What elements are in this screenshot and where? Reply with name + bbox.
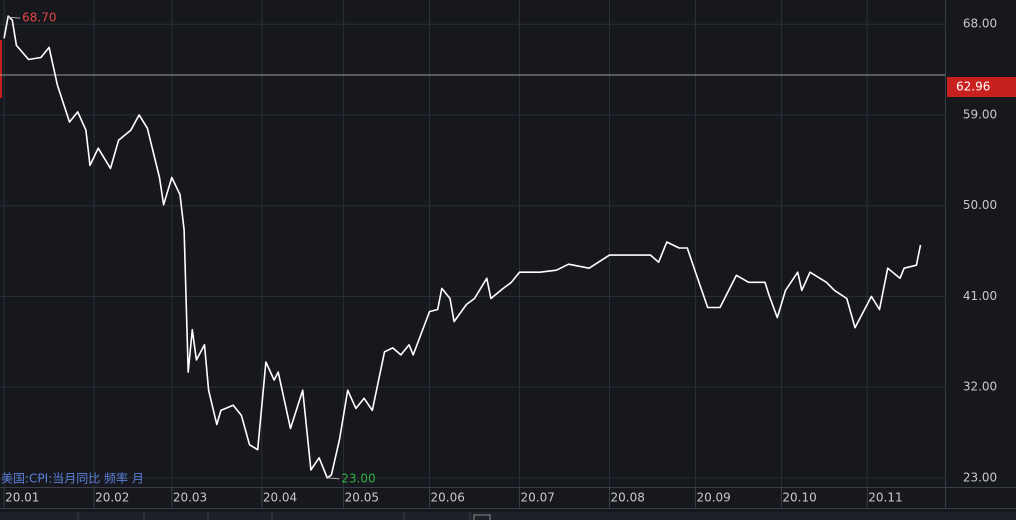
x-tick-label: 20.03 [173,491,207,505]
y-tick-label: 32.00 [963,380,997,394]
bottom-tabs [0,512,1016,520]
x-tick-label: 20.06 [431,491,465,505]
x-tick-label: 20.07 [521,491,555,505]
tab-button[interactable] [473,514,491,520]
series-line [3,15,922,479]
x-tick-label: 20.10 [782,491,816,505]
left-marker [0,40,2,98]
series-legend: 美国:CPI:当月同比 频率 月 [1,471,144,486]
annotation-leader [327,477,340,480]
x-tick-label: 20.01 [5,491,39,505]
y-tick-label: 59.00 [963,107,997,121]
tab-bar [0,512,1016,520]
x-tick-label: 20.02 [95,491,129,505]
annotation-label: 68.70 [22,11,56,25]
x-tick-label: 20.11 [868,491,902,505]
reference-label: 62.96 [956,80,990,94]
x-tick-label: 20.09 [696,491,730,505]
reference-label-box [947,77,1016,98]
x-tick-label: 20.05 [345,491,379,505]
y-tick-label: 41.00 [963,289,997,303]
annotation-leader [8,16,21,19]
x-tick-label: 20.08 [611,491,645,505]
y-tick-label: 68.00 [963,17,997,31]
y-tick-label: 23.00 [963,470,997,484]
y-tick-label: 50.00 [963,198,997,212]
annotation-label: 23.00 [341,471,375,485]
x-tick-label: 20.04 [263,491,297,505]
